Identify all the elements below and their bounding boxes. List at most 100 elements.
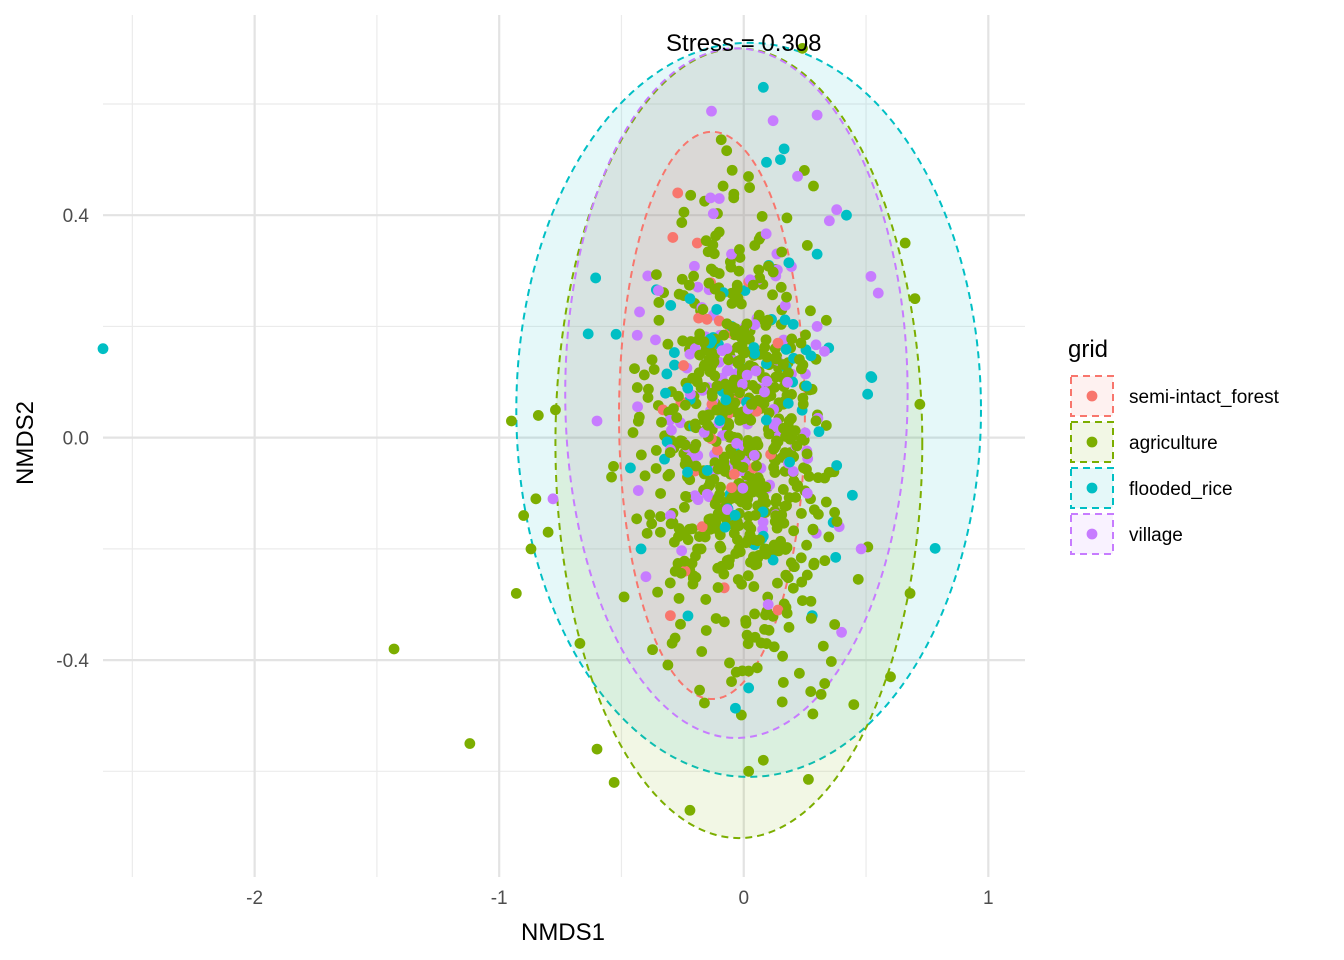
agriculture-point xyxy=(664,447,676,458)
agriculture-point xyxy=(655,526,666,538)
agriculture-point xyxy=(756,210,768,222)
semi-intact_forest-point xyxy=(772,337,784,349)
agriculture-point xyxy=(606,471,617,483)
agriculture-point xyxy=(650,463,662,474)
agriculture-point xyxy=(732,574,744,585)
village-point xyxy=(811,109,823,121)
agriculture-point xyxy=(748,581,760,592)
data-points xyxy=(97,42,941,816)
agriculture-point xyxy=(744,470,755,482)
agriculture-point xyxy=(668,403,679,414)
flooded_rice-point xyxy=(714,415,726,426)
village-point xyxy=(762,599,774,610)
agriculture-point xyxy=(751,662,763,674)
agriculture-point xyxy=(751,460,762,472)
village-point xyxy=(750,365,762,377)
semi-intact_forest-point xyxy=(728,468,740,480)
agriculture-point xyxy=(714,489,726,500)
flooded_rice-point xyxy=(625,462,636,474)
village-point xyxy=(836,626,847,638)
village-point xyxy=(823,215,835,227)
agriculture-point xyxy=(779,447,791,459)
agriculture-point xyxy=(642,392,654,403)
agriculture-point xyxy=(718,616,730,628)
village-point xyxy=(692,494,704,506)
agriculture-point xyxy=(723,559,735,571)
flooded_rice-point xyxy=(787,318,799,330)
agriculture-point xyxy=(723,430,735,441)
agriculture-point xyxy=(718,329,730,341)
village-point xyxy=(731,438,743,449)
agriculture-point xyxy=(712,463,724,475)
village-point xyxy=(760,228,772,240)
agriculture-point xyxy=(807,524,819,536)
agriculture-point xyxy=(647,644,658,656)
agriculture-point xyxy=(679,555,690,567)
flooded_rice-point xyxy=(782,397,794,409)
agriculture-point xyxy=(689,418,701,430)
agriculture-point xyxy=(689,442,700,454)
agriculture-point xyxy=(743,511,755,522)
agriculture-point xyxy=(666,637,678,649)
agriculture-point xyxy=(680,454,692,466)
agriculture-point xyxy=(795,552,807,564)
x-tick-label: 1 xyxy=(983,888,994,909)
agriculture-point xyxy=(751,436,762,447)
agriculture-point xyxy=(703,513,715,525)
agriculture-point xyxy=(574,638,586,649)
village-point xyxy=(676,545,688,557)
agriculture-point xyxy=(726,676,737,687)
agriculture-point xyxy=(715,134,727,146)
agriculture-point xyxy=(733,265,745,277)
agriculture-point xyxy=(726,164,738,176)
agriculture-point xyxy=(707,347,718,359)
agriculture-point xyxy=(767,289,778,301)
agriculture-point xyxy=(734,252,746,263)
agriculture-point xyxy=(676,217,688,228)
agriculture-point xyxy=(808,557,820,569)
x-tick-label: -1 xyxy=(491,888,508,909)
flooded_rice-point xyxy=(582,328,594,340)
village-point xyxy=(872,287,884,299)
agriculture-point xyxy=(739,347,751,359)
village-point xyxy=(650,334,661,346)
legend-key-dot xyxy=(1086,528,1098,540)
agriculture-point xyxy=(638,369,650,381)
agriculture-point xyxy=(754,534,765,546)
legend-item-agriculture: agriculture xyxy=(1070,421,1218,463)
legend-key-dot xyxy=(1086,436,1098,448)
agriculture-point xyxy=(685,189,697,201)
agriculture-point xyxy=(773,545,785,557)
flooded_rice-point xyxy=(784,456,796,468)
y-tick-label: 0.4 xyxy=(63,206,90,227)
agriculture-point xyxy=(783,367,794,379)
village-point xyxy=(591,415,603,427)
agriculture-point xyxy=(655,511,666,522)
agriculture-point xyxy=(781,607,793,619)
flooded_rice-point xyxy=(778,143,790,155)
agriculture-point xyxy=(718,403,730,415)
agriculture-point xyxy=(790,491,801,503)
village-point xyxy=(653,285,664,296)
agriculture-point xyxy=(698,336,710,348)
semi-intact_forest-point xyxy=(664,610,676,622)
village-point xyxy=(749,319,761,331)
agriculture-point xyxy=(464,738,476,749)
agriculture-point xyxy=(707,239,719,251)
agriculture-point xyxy=(688,570,699,582)
agriculture-point xyxy=(653,314,665,326)
agriculture-point xyxy=(734,244,745,255)
agriculture-point xyxy=(677,335,689,347)
agriculture-point xyxy=(732,355,744,367)
agriculture-point xyxy=(699,697,710,709)
agriculture-point xyxy=(694,349,706,361)
flooded_rice-point xyxy=(729,509,741,521)
agriculture-point xyxy=(801,448,813,460)
agriculture-point xyxy=(899,237,911,249)
agriculture-point xyxy=(662,659,674,671)
flooded_rice-point xyxy=(97,343,109,355)
agriculture-point xyxy=(796,508,807,519)
agriculture-point xyxy=(652,586,664,598)
agriculture-point xyxy=(815,688,827,700)
semi-intact_forest-point xyxy=(772,604,784,616)
